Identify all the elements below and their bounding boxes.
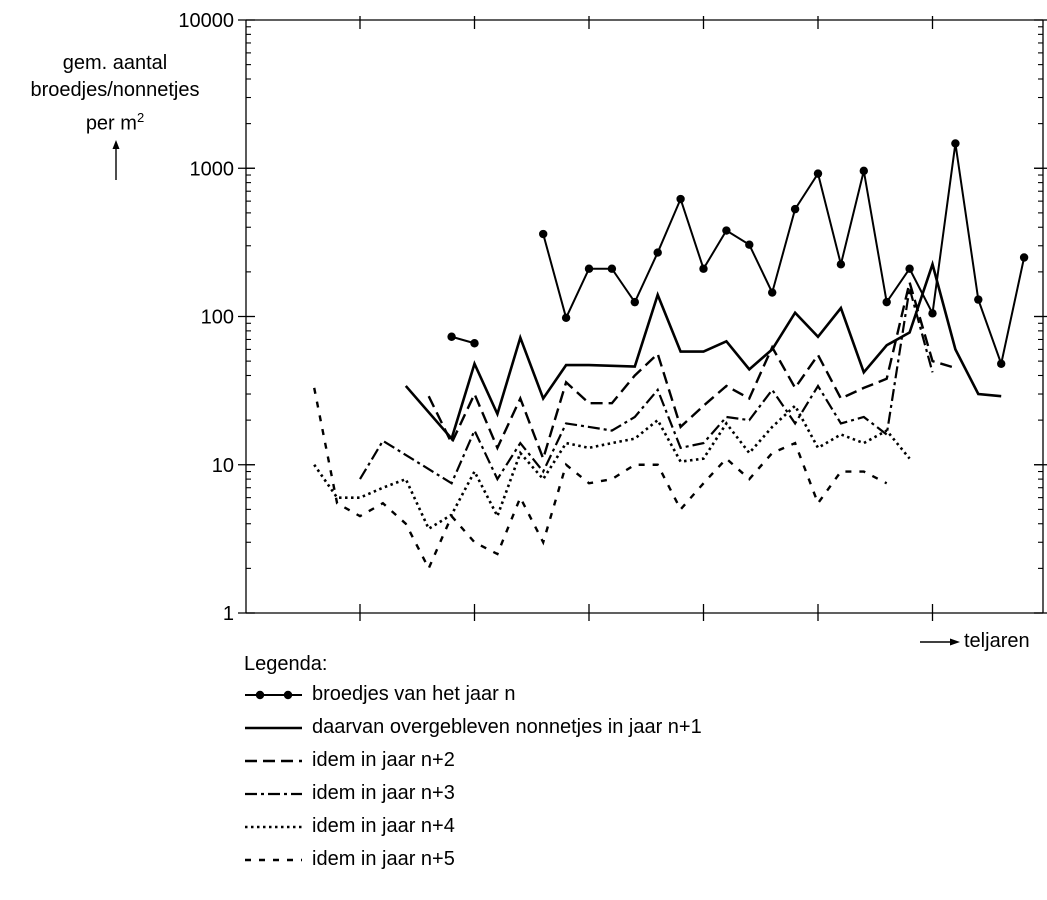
data-point [974, 295, 983, 304]
legend-label: idem in jaar n+5 [312, 848, 455, 870]
y-axis-label-unit: per m [85, 112, 137, 135]
y-axis-label: gem. aantal broedjes/nonnetjes per m2 [0, 50, 230, 138]
data-point [836, 260, 846, 269]
y-tick-label: 10000 [178, 10, 234, 32]
data-point [997, 359, 1006, 368]
data-point [722, 226, 731, 235]
legend-swatch [245, 759, 302, 762]
series-line [427, 277, 956, 463]
data-point [607, 264, 617, 273]
legend-swatch [245, 726, 302, 729]
series-2 [404, 259, 1002, 442]
legend-item: broedjes van het jaar n [244, 678, 702, 711]
y-axis-label-line-1: gem. aantal [62, 52, 168, 74]
legend-label: broedjes van het jaar n [312, 683, 516, 705]
series-line [542, 143, 1026, 368]
y-tick-label: 1000 [190, 158, 235, 180]
legend-swatch [245, 825, 302, 828]
legend-item: idem in jaar n+3 [244, 777, 702, 810]
x-axis-arrow-icon [920, 638, 960, 646]
data-point [1019, 253, 1029, 262]
series-layer [313, 139, 1029, 572]
data-point [790, 204, 800, 214]
data-point [699, 264, 708, 273]
legend-label: idem in jaar n+3 [312, 782, 455, 804]
data-point [584, 264, 594, 273]
x-axis-label-text: teljaren [964, 630, 1030, 652]
y-axis-label-line-2: broedjes/nonnetjes [30, 79, 200, 101]
series-5 [313, 403, 911, 531]
legend-item: daarvan overgebleven nonnetjes in jaar n… [244, 711, 702, 744]
series-line [313, 403, 911, 531]
data-point [813, 169, 823, 178]
series-line [359, 287, 934, 485]
data-point [561, 313, 571, 323]
legend-swatch-dot [283, 690, 293, 699]
data-point [882, 297, 891, 307]
legend-item: idem in jaar n+5 [244, 843, 702, 876]
data-point [539, 229, 548, 239]
legend-label: idem in jaar n+4 [312, 815, 455, 837]
data-point [676, 194, 685, 204]
legend-item: idem in jaar n+2 [244, 744, 702, 777]
legend-swatch [245, 858, 302, 861]
legend-swatch-dot [255, 690, 265, 699]
legend: Legenda: broedjes van het jaar n daarvan … [244, 650, 702, 876]
y-tick-label: 1 [223, 603, 234, 625]
data-point [905, 264, 914, 273]
series-line [404, 259, 1002, 442]
data-point [768, 288, 777, 297]
axes: 1 10 100 1000 10000 [178, 10, 1047, 625]
series-1 [447, 139, 1029, 368]
data-point [470, 339, 479, 348]
y-axis-label-superscript: 2 [136, 110, 145, 125]
data-point [951, 139, 960, 148]
data-point [447, 332, 456, 341]
y-axis-label-line-3: per m2 [0, 104, 230, 138]
data-point [630, 297, 639, 307]
y-tick-label: 10 [212, 455, 234, 477]
data-point [928, 309, 937, 318]
legend-label: daarvan overgebleven nonnetjes in jaar n… [312, 716, 702, 738]
data-point [745, 240, 754, 249]
legend-swatch [245, 690, 302, 699]
series-3 [427, 277, 956, 463]
y-tick-label: 100 [201, 307, 234, 329]
series-4 [359, 287, 934, 485]
data-point [859, 166, 868, 176]
y-axis-arrow-icon [112, 140, 120, 180]
x-axis-label: teljaren [920, 630, 1030, 653]
data-point [653, 248, 662, 257]
legend-swatch [245, 792, 302, 795]
legend-title: Legenda: [244, 653, 328, 675]
legend-label: idem in jaar n+2 [312, 749, 455, 771]
legend-item: idem in jaar n+4 [244, 810, 702, 843]
